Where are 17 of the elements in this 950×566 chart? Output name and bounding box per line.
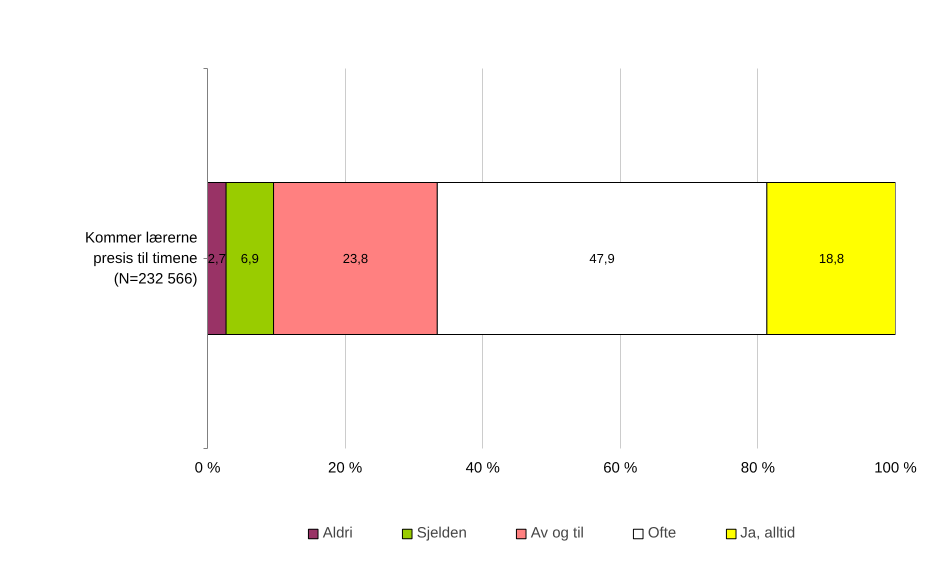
legend-label: Aldri (322, 524, 353, 542)
x-tick-label: 0 % (194, 460, 220, 476)
data-label: 18,8 (818, 251, 844, 266)
data-label: 47,9 (589, 251, 615, 266)
legend-label: Ja, alltid (740, 524, 796, 542)
x-tick-label: 40 % (466, 460, 500, 476)
x-tick-label: 60 % (603, 460, 638, 476)
data-label: 6,9 (240, 251, 259, 266)
x-tick-label: 20 % (328, 460, 362, 476)
y-tick-label: Kommer lærerne presis til timene (N=232 566) (84, 230, 198, 288)
x-tick-label: 80 % (740, 460, 776, 476)
data-label: 2,7 (208, 251, 226, 266)
x-tick-label: 100 % (874, 460, 917, 476)
legend-label: Sjelden (416, 524, 467, 542)
legend-label: Ofte (648, 524, 676, 542)
data-label: 23,8 (342, 251, 368, 266)
legend-label: Av og til (530, 524, 584, 542)
